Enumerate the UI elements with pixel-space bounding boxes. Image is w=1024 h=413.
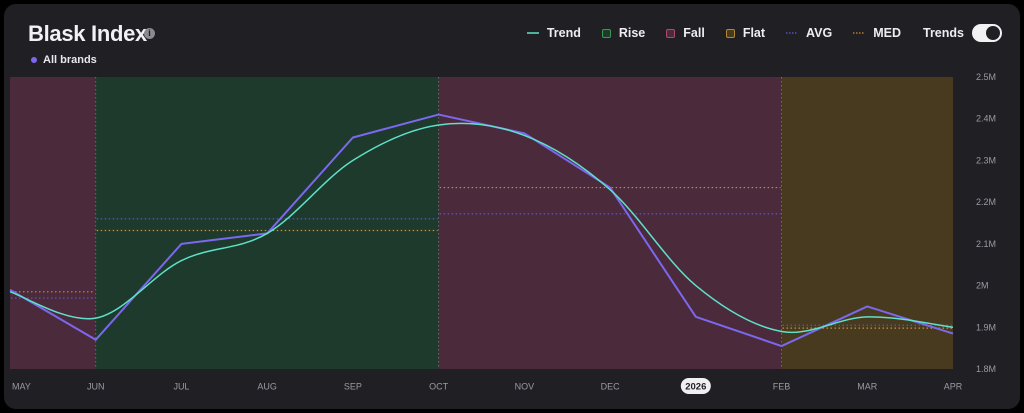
- x-tick-label: OCT: [429, 382, 449, 392]
- x-axis: MAY JUN JUL AUG SEP OCT NOV DEC 2026 FEB MAR APR: [12, 378, 963, 394]
- y-axis: 1.8M 1.9M 2M 2.1M 2.2M 2.3M 2.4M 2.5M: [976, 72, 996, 374]
- y-tick-label: 2.5M: [976, 72, 996, 82]
- x-tick-label: DEC: [601, 382, 621, 392]
- avg-dotted-icon: [786, 32, 799, 34]
- chart-title: Blask Index: [28, 21, 147, 46]
- fall-swatch-icon: [666, 28, 676, 38]
- segment-bands: [10, 77, 953, 369]
- segment-rise-band: [95, 77, 439, 369]
- segment-fall-band: [10, 77, 96, 369]
- segment-flat-band: [781, 77, 953, 369]
- flat-swatch-icon: [725, 28, 735, 38]
- trend-line: [9, 122, 954, 334]
- y-tick-label: 1.8M: [976, 364, 996, 374]
- trends-toggle[interactable]: [972, 24, 1002, 42]
- legend-avg[interactable]: AVG: [786, 26, 832, 40]
- x-tick-label: NOV: [515, 382, 535, 392]
- legend: Trend Rise Fall Flat AVG MED Trends: [506, 24, 1002, 42]
- brand-label: All brands: [43, 54, 97, 66]
- x-tick-label: APR: [944, 382, 963, 392]
- segment-fall-band: [438, 77, 782, 369]
- y-tick-label: 2.4M: [976, 114, 996, 124]
- legend-fall[interactable]: Fall: [666, 26, 705, 40]
- year-pill: [680, 378, 711, 394]
- y-tick-label: 1.9M: [976, 322, 996, 332]
- x-tick-label: MAY: [12, 382, 31, 392]
- info-icon[interactable]: i: [144, 28, 155, 39]
- y-tick-label: 2.1M: [976, 239, 996, 249]
- x-tick-label: AUG: [257, 382, 277, 392]
- legend-flat[interactable]: Flat: [725, 26, 765, 40]
- brand-dot-icon: [31, 57, 37, 63]
- x-tick-label: 2026: [685, 382, 706, 393]
- x-tick-label: SEP: [344, 382, 362, 392]
- legend-trend[interactable]: Trend: [526, 26, 581, 40]
- med-dotted-icon: [853, 32, 866, 34]
- x-tick-label: FEB: [773, 382, 791, 392]
- y-tick-label: 2M: [976, 281, 989, 291]
- legend-med[interactable]: MED: [853, 26, 901, 40]
- y-tick-label: 2.2M: [976, 197, 996, 207]
- x-tick-label: JUN: [87, 382, 105, 392]
- x-tick-label: MAR: [857, 382, 878, 392]
- y-tick-label: 2.3M: [976, 155, 996, 165]
- legend-rise[interactable]: Rise: [601, 26, 645, 40]
- brand-filter[interactable]: All brands: [31, 54, 97, 66]
- series-lines: [9, 113, 954, 348]
- x-tick-label: JUL: [173, 382, 189, 392]
- trends-toggle-label: Trends: [923, 26, 964, 40]
- toggle-knob: [986, 26, 1000, 40]
- rise-swatch-icon: [601, 28, 611, 38]
- trend-line-icon: [526, 32, 539, 34]
